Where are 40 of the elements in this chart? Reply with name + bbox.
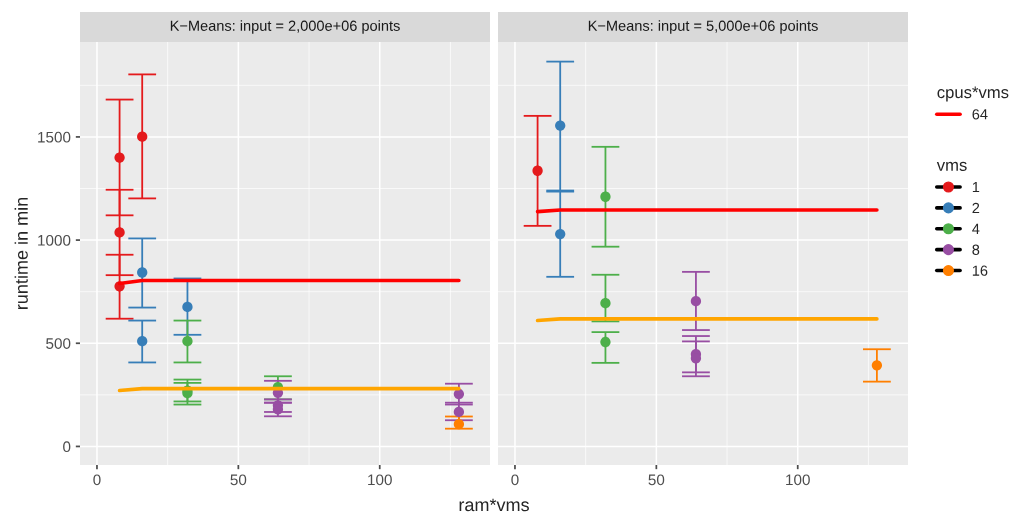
x-tick-label: 0 [511,474,519,486]
y-tick-label: 0 [63,441,71,453]
x-tick-label: 50 [648,474,665,486]
point [453,388,465,400]
legend-label: 2 [972,202,980,214]
y-axis-title: runtime in min [14,197,28,309]
point [600,191,611,202]
x-tick-label: 50 [230,474,247,486]
point [137,131,148,142]
x-tick-label: 0 [93,474,101,486]
point [137,336,148,347]
y-tick-label: 500 [46,338,71,349]
point [600,336,611,348]
legend-label: 64 [972,109,988,120]
x-axis-title: ram*vms [459,498,529,512]
legend-label: 8 [972,244,980,255]
y-tick-label: 1000 [38,234,71,246]
x-tick-label: 100 [368,474,392,486]
point [182,336,193,347]
x-tick-label: 100 [786,474,810,486]
point [871,360,883,371]
chart-title: K−Means: input = 5,000e+06 points [588,20,818,34]
y-tick-label: 1500 [38,131,71,143]
point [114,152,125,163]
point [182,301,193,313]
point [114,227,125,238]
point [137,267,148,278]
text: vms [936,161,967,171]
point [600,298,611,309]
chart-title: K−Means: input = 2,000e+06 points [170,20,400,34]
point [532,165,543,176]
legend-label: 4 [972,223,980,234]
point [555,228,566,240]
legend-label: 1 [972,182,980,193]
legend-label: 16 [972,265,988,276]
text: cpus*vms [937,86,1009,102]
point [453,406,465,418]
point [690,296,702,307]
point [453,418,465,430]
point [555,120,566,131]
